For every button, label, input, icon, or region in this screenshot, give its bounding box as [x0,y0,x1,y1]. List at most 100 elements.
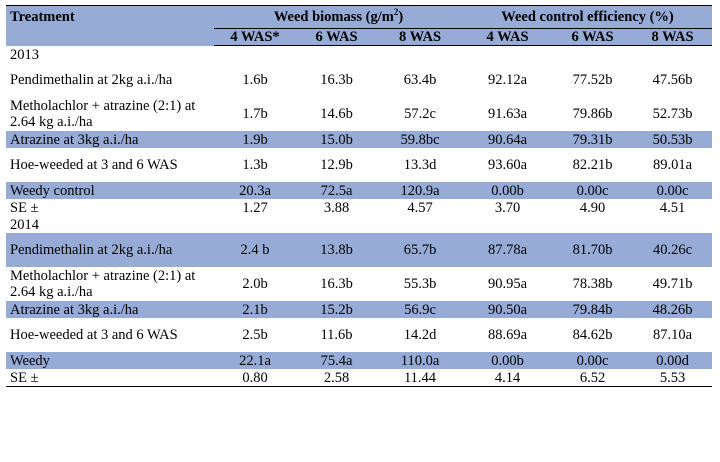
biomass-value: 56.9c [377,301,463,318]
biomass-value: 12.9b [320,157,353,173]
year-row: 2013 [6,46,712,64]
biomass-value: 1.7b [242,106,268,122]
treatment-header: Treatment [6,5,214,46]
biomass-value: 59.8bc [377,131,463,148]
biomass-value: 65.7b [377,233,463,267]
biomass-value: 72.5a [296,182,377,199]
biomass-subhead: 6 WAS [296,28,377,46]
table-row: Pendimethalin at 2kg a.i./ha 1.6b 16.3b 63.… [6,63,712,97]
table-row: Hoe-weeded at 3 and 6 WAS 2.5b 11.6b 14.2d 8… [6,318,712,352]
se-biomass-value: 0.80 [214,369,296,387]
year-label: 2013 [10,46,39,63]
se-biomass-value: 2.58 [296,369,377,387]
header-row-subheads: 4 WAS* 6 WAS 8 WAS 4 WAS 6 WAS 8 WAS [6,28,712,46]
table-row: Weedy control 20.3a 72.5a 120.9a 0.00b 0.00c 0… [6,182,712,199]
efficiency-value: 79.86b [572,106,613,122]
treatment-name: Weedy control [6,182,214,199]
efficiency-value: 90.50a [463,301,552,318]
biomass-value: 16.3b [320,72,353,88]
se-biomass-value: 11.44 [377,369,463,387]
se-efficiency-value: 4.14 [463,369,552,387]
biomass-value: 55.3b [403,276,437,292]
efficiency-subhead: 6 WAS [552,28,633,46]
efficiency-value: 91.63a [487,106,528,122]
efficiency-value: 87.78a [463,233,552,267]
table-row: Metholachlor + atrazine (2:1) at 2.64 kg… [6,267,712,301]
se-row: SE ± 1.27 3.88 4.57 3.70 4.90 4.51 [6,199,712,216]
efficiency-value: 0.00c [552,352,633,369]
biomass-value: 2.5b [242,327,268,343]
biomass-value: 13.3d [403,157,437,173]
table-row: Pendimethalin at 2kg a.i./ha 2.4 b 13.8b 65… [6,233,712,267]
weed-data-table: Treatment Weed biomass (g/m2) Weed contr… [6,5,712,387]
efficiency-value: 47.56b [652,72,693,88]
efficiency-value: 90.95a [487,276,528,292]
efficiency-value: 50.53b [633,131,712,148]
biomass-value: 1.3b [242,157,268,173]
table-row: Weedy 22.1a 75.4a 110.0a 0.00b 0.00c 0.00d [6,352,712,369]
biomass-value: 57.2c [404,106,436,122]
efficiency-value: 92.12a [487,72,528,88]
efficiency-value: 82.21b [572,157,613,173]
se-efficiency-value: 3.70 [494,199,521,216]
treatment-name: Atrazine at 3kg a.i./ha [6,131,214,148]
efficiency-value: 84.62b [572,327,613,343]
treatment-name: Hoe-weeded at 3 and 6 WAS [10,327,178,343]
efficiency-value: 0.00d [633,352,712,369]
table-row: Hoe-weeded at 3 and 6 WAS 1.3b 12.9b 13.3d 9… [6,148,712,182]
se-biomass-value: 4.57 [407,199,433,216]
efficiency-value: 78.38b [572,276,613,292]
efficiency-value: 48.26b [633,301,712,318]
se-efficiency-value: 5.53 [633,369,712,387]
se-efficiency-value: 4.90 [579,199,606,216]
se-label: SE ± [6,369,214,387]
biomass-value: 15.2b [296,301,377,318]
year-row: 2014 [6,216,712,233]
efficiency-value: 77.52b [572,72,613,88]
efficiency-value: 0.00b [463,352,552,369]
efficiency-value: 79.84b [552,301,633,318]
biomass-value: 1.6b [242,72,268,88]
treatment-name: Metholachlor + atrazine (2:1) at 2.64 kg… [10,268,196,300]
biomass-value: 2.4 b [214,233,296,267]
efficiency-value: 81.70b [552,233,633,267]
biomass-value: 1.9b [214,131,296,148]
biomass-value: 2.1b [214,301,296,318]
biomass-value: 14.6b [320,106,353,122]
efficiency-value: 88.69a [487,327,528,343]
efficiency-value: 0.00c [633,182,712,199]
table-row: Atrazine at 3kg a.i./ha 2.1b 15.2b 56.9c 90.… [6,301,712,318]
biomass-value: 110.0a [377,352,463,369]
biomass-value: 75.4a [296,352,377,369]
se-biomass-value: 3.88 [323,199,350,216]
efficiency-value: 87.10a [652,327,693,343]
efficiency-value: 0.00c [552,182,633,199]
efficiency-subhead: 4 WAS [463,28,552,46]
treatment-name: Hoe-weeded at 3 and 6 WAS [10,157,178,173]
treatment-name: Metholachlor + atrazine (2:1) at 2.64 kg… [10,98,196,130]
efficiency-value: 90.64a [463,131,552,148]
header-row-groups: Treatment Weed biomass (g/m2) Weed contr… [6,5,712,46]
se-label: SE ± [10,199,39,216]
se-efficiency-value: 6.52 [552,369,633,387]
biomass-value: 120.9a [377,182,463,199]
table-row: Metholachlor + atrazine (2:1) at 2.64 kg… [6,97,712,131]
biomass-subhead: 8 WAS [377,28,463,46]
biomass-value: 63.4b [403,72,437,88]
efficiency-value: 49.71b [652,276,693,292]
efficiency-subhead: 8 WAS [633,28,712,46]
se-biomass-value: 1.27 [242,199,268,216]
biomass-value: 14.2d [403,327,437,343]
biomass-group-header: Weed biomass (g/m2) [214,5,463,29]
biomass-value: 2.0b [242,276,268,292]
biomass-value: 13.8b [296,233,377,267]
efficiency-value: 40.26c [633,233,712,267]
biomass-subhead: 4 WAS* [214,28,296,46]
biomass-value: 20.3a [214,182,296,199]
efficiency-value: 79.31b [552,131,633,148]
efficiency-value: 93.60a [487,157,528,173]
efficiency-value: 0.00b [463,182,552,199]
efficiency-value: 52.73b [652,106,693,122]
biomass-value: 22.1a [214,352,296,369]
treatment-name: Weedy [6,352,214,369]
